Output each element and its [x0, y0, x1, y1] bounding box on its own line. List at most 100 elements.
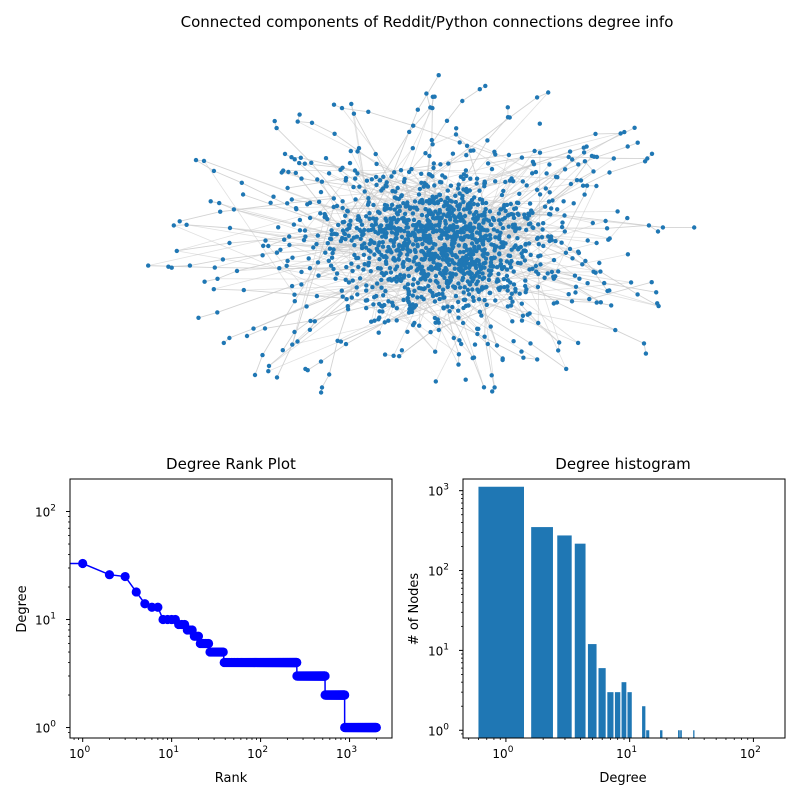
network-edge — [398, 331, 431, 357]
network-node — [410, 322, 416, 328]
network-node — [474, 181, 479, 186]
network-node — [416, 219, 422, 225]
network-node — [486, 277, 492, 283]
y-tick-label: 103 — [428, 483, 449, 499]
network-node — [461, 230, 466, 235]
network-node — [465, 226, 470, 231]
network-node — [494, 265, 500, 270]
network-node — [562, 229, 567, 234]
network-node — [628, 280, 634, 285]
network-node — [491, 217, 497, 223]
network-node — [445, 304, 450, 309]
network-node — [506, 234, 512, 239]
network-node — [458, 174, 464, 179]
network-edge — [453, 337, 460, 355]
network-node — [445, 259, 450, 265]
network-edge — [243, 289, 317, 297]
network-node — [475, 287, 480, 292]
network-edge — [213, 170, 242, 184]
network-node — [542, 275, 547, 280]
network-node — [346, 280, 352, 285]
network-node — [377, 315, 382, 320]
network-node — [488, 271, 493, 277]
network-node — [543, 186, 548, 191]
network-edge — [186, 224, 231, 229]
network-node — [482, 297, 487, 303]
network-node — [405, 252, 410, 257]
network-node — [410, 223, 416, 228]
network-node — [450, 151, 456, 156]
network-node — [397, 253, 402, 258]
network-node — [611, 156, 616, 161]
network-node — [607, 170, 612, 175]
x-tick-label: 101 — [616, 745, 637, 761]
network-node — [369, 223, 375, 228]
network-node — [442, 295, 447, 300]
network-node — [436, 223, 442, 229]
network-node — [366, 196, 371, 201]
network-node — [484, 302, 489, 308]
network-node — [457, 338, 462, 343]
network-node — [515, 236, 520, 241]
network-node — [266, 243, 271, 249]
network-node — [201, 158, 207, 164]
network-node — [456, 352, 462, 357]
network-node — [494, 343, 500, 348]
network-node — [534, 187, 540, 192]
network-node — [492, 385, 497, 390]
network-node — [510, 299, 515, 304]
network-node — [471, 201, 476, 207]
network-node — [438, 162, 443, 167]
network-node — [318, 189, 324, 195]
network-node — [527, 267, 532, 272]
network-node — [400, 261, 405, 267]
histogram-bar — [627, 692, 632, 738]
network-node — [364, 305, 369, 311]
histogram-bar — [574, 543, 586, 738]
network-node — [580, 183, 586, 188]
x-tick-label: 100 — [492, 745, 513, 761]
network-node — [391, 243, 396, 249]
network-node — [511, 215, 517, 221]
network-node — [377, 301, 382, 307]
network-node — [466, 292, 472, 297]
network-node — [215, 310, 220, 315]
network-node — [240, 192, 246, 197]
network-node — [528, 341, 533, 346]
network-node — [218, 209, 223, 214]
x-tick-label: 102 — [247, 745, 268, 761]
y-tick-label: 102 — [35, 504, 56, 520]
network-node — [363, 245, 369, 250]
network-node — [302, 161, 307, 166]
network-node — [345, 209, 350, 214]
network-node — [511, 282, 517, 287]
network-node — [447, 309, 452, 314]
network-edge — [607, 224, 649, 229]
network-node — [505, 284, 510, 289]
network-node — [537, 192, 543, 197]
network-node — [227, 335, 232, 341]
network-node — [419, 249, 424, 254]
network-node — [533, 263, 539, 269]
network-node — [292, 292, 297, 297]
network-node — [452, 218, 458, 223]
network-node — [388, 249, 393, 254]
network-edge — [615, 329, 645, 344]
network-node — [405, 329, 410, 334]
network-node — [323, 156, 329, 161]
network-edge — [195, 159, 215, 172]
network-node — [575, 340, 581, 346]
network-node — [432, 255, 437, 260]
network-node — [415, 244, 420, 249]
network-node — [483, 256, 489, 261]
network-node — [406, 273, 411, 279]
network-node — [427, 208, 432, 213]
network-node — [280, 348, 285, 353]
network-edge — [229, 235, 318, 244]
rank-plot-title: Degree Rank Plot — [166, 455, 296, 473]
network-node — [433, 273, 439, 279]
network-node — [625, 144, 630, 149]
network-node — [480, 276, 485, 282]
network-node — [445, 226, 451, 231]
network-node — [474, 176, 480, 181]
